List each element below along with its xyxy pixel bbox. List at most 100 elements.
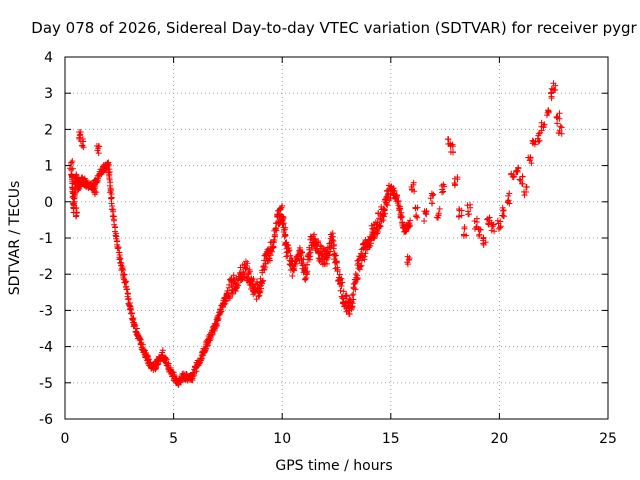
data-point	[545, 108, 552, 115]
data-point	[554, 120, 561, 127]
y-tick-label: 4	[44, 50, 53, 66]
data-point	[413, 213, 420, 220]
y-tick-label: 2	[44, 122, 53, 138]
data-point	[163, 356, 170, 363]
data-point	[226, 294, 233, 301]
data-point	[451, 179, 458, 186]
data-point	[330, 238, 337, 245]
data-point	[339, 279, 346, 286]
data-point	[108, 194, 115, 201]
data-point	[95, 150, 102, 157]
data-point	[120, 267, 127, 274]
y-tick-label: -5	[39, 376, 53, 392]
data-point	[94, 175, 101, 182]
data-point	[338, 275, 345, 282]
data-points	[66, 80, 565, 388]
data-point	[115, 245, 122, 252]
data-point	[124, 291, 131, 298]
data-point	[77, 131, 84, 138]
data-point	[72, 213, 79, 220]
data-point	[558, 124, 565, 131]
data-point	[220, 301, 227, 308]
data-point	[318, 251, 325, 258]
data-point	[259, 278, 266, 285]
data-point	[439, 189, 446, 196]
y-tick-label: 0	[44, 195, 53, 211]
data-point	[362, 250, 369, 257]
data-point	[262, 260, 269, 267]
data-point	[450, 149, 457, 156]
data-point	[144, 352, 151, 359]
data-point	[358, 262, 365, 269]
y-tick-label: 3	[44, 86, 53, 102]
data-point	[68, 166, 75, 173]
data-point	[351, 280, 358, 287]
data-point	[556, 129, 563, 136]
data-point	[367, 240, 374, 247]
data-point	[510, 171, 517, 178]
data-point	[383, 201, 390, 208]
data-point	[244, 260, 251, 267]
data-point	[550, 80, 557, 87]
data-point	[304, 261, 311, 268]
data-point	[280, 220, 287, 227]
data-point	[312, 236, 319, 243]
data-point	[513, 168, 520, 175]
data-point	[404, 259, 411, 266]
data-point	[414, 204, 421, 211]
data-point	[436, 205, 443, 212]
data-point	[299, 249, 306, 256]
data-point	[95, 143, 102, 150]
data-point	[209, 331, 216, 338]
data-point	[398, 212, 405, 219]
data-point	[310, 235, 317, 242]
data-point	[133, 329, 140, 336]
data-point	[303, 269, 310, 276]
data-point	[525, 154, 532, 161]
data-point	[497, 224, 504, 231]
chart-title: Day 078 of 2026, Sidereal Day-to-day VTE…	[31, 19, 637, 37]
data-point	[384, 202, 391, 209]
data-point	[338, 282, 345, 289]
data-point	[204, 340, 211, 347]
data-point	[243, 262, 250, 269]
x-tick-label: 5	[169, 431, 178, 447]
data-point	[292, 260, 299, 267]
data-point	[240, 269, 247, 276]
data-point	[107, 179, 114, 186]
data-point	[519, 173, 526, 180]
data-point	[521, 188, 528, 195]
data-point	[307, 253, 314, 260]
data-point	[333, 258, 340, 265]
data-point	[534, 135, 541, 142]
data-point	[430, 191, 437, 198]
data-point	[553, 113, 560, 120]
data-point	[517, 177, 524, 184]
data-point	[375, 228, 382, 235]
data-point	[404, 253, 411, 260]
data-point	[357, 263, 364, 270]
data-point	[350, 291, 357, 298]
data-point	[390, 185, 397, 192]
data-point	[165, 360, 172, 367]
data-point	[282, 224, 289, 231]
data-point	[556, 110, 563, 117]
data-point	[115, 244, 122, 251]
data-point	[397, 205, 404, 212]
data-point	[409, 187, 416, 194]
data-point	[465, 211, 472, 218]
data-point	[499, 204, 506, 211]
data-point	[523, 184, 530, 191]
data-point	[456, 207, 463, 214]
data-point	[304, 268, 311, 275]
data-point	[428, 190, 435, 197]
data-point	[68, 159, 75, 166]
data-point	[332, 252, 339, 259]
data-point	[329, 233, 336, 240]
data-point	[206, 337, 213, 344]
data-point	[279, 221, 286, 228]
data-point	[208, 332, 215, 339]
data-point	[76, 134, 83, 141]
data-point	[122, 279, 129, 286]
